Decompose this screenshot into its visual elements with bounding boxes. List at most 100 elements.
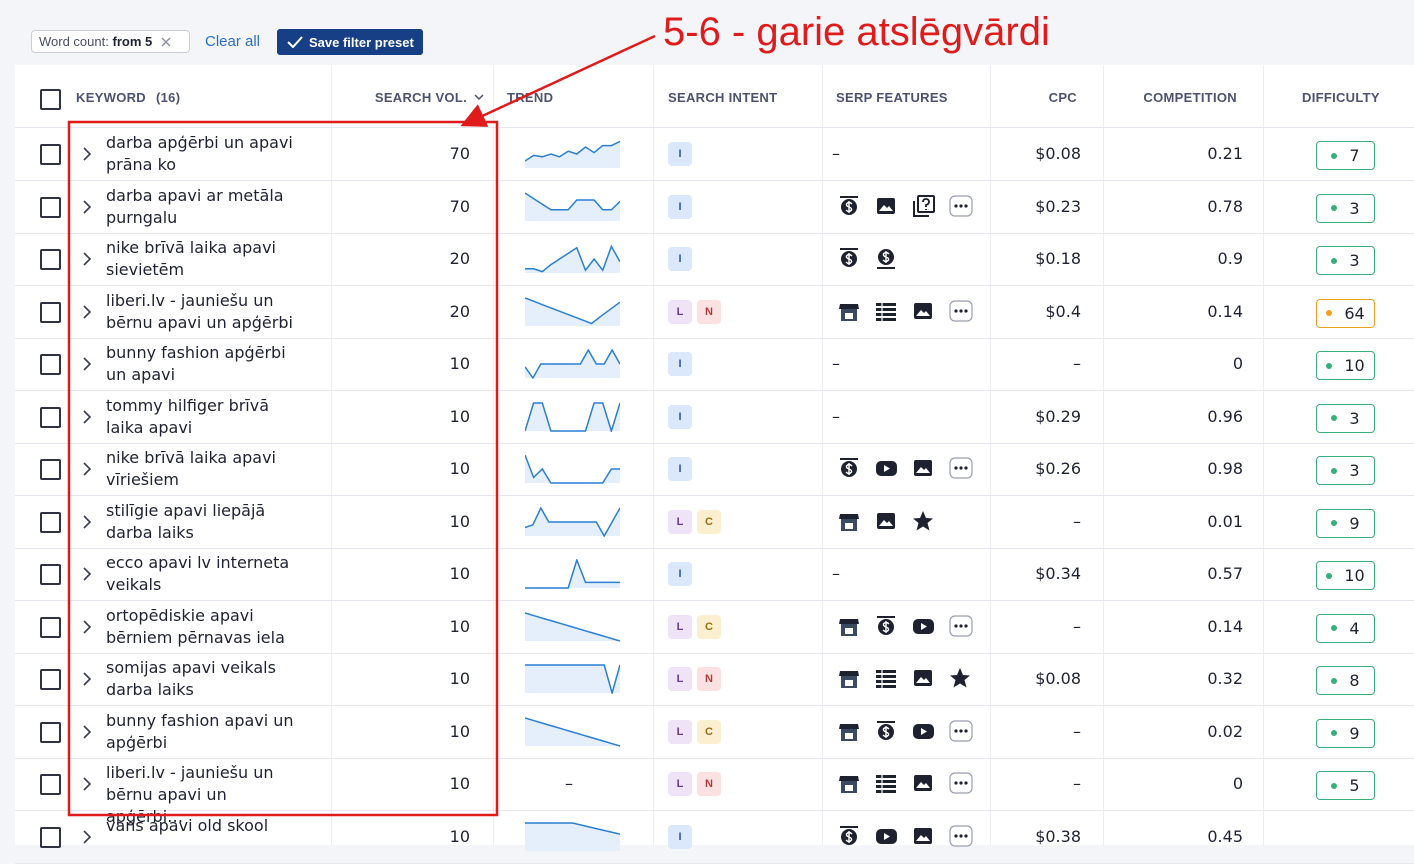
expand-icon[interactable] bbox=[81, 461, 93, 477]
difficulty-dot bbox=[1326, 362, 1333, 369]
difficulty-value: 9 bbox=[1349, 513, 1360, 533]
difficulty-badge: 9 bbox=[1316, 718, 1375, 748]
row-checkbox[interactable] bbox=[40, 564, 61, 585]
trend-chart bbox=[525, 296, 620, 326]
chip-close[interactable] bbox=[160, 36, 172, 48]
serp-feature-icon[interactable] bbox=[949, 194, 973, 218]
difficulty-badge: 10 bbox=[1316, 351, 1375, 380]
header-cpc: CPC bbox=[1048, 90, 1077, 105]
serp-feature-icon[interactable] bbox=[949, 299, 973, 323]
keyword[interactable]: darba apavi ar metāla purngalu bbox=[106, 185, 284, 227]
row-checkbox[interactable] bbox=[40, 196, 61, 218]
row-checkbox[interactable] bbox=[40, 616, 61, 638]
expand-icon[interactable] bbox=[81, 724, 93, 740]
serp-feature-icon[interactable] bbox=[949, 614, 973, 638]
cpc: – bbox=[1073, 354, 1081, 373]
search-volume: 20 bbox=[449, 301, 470, 321]
competition: 0.78 bbox=[1207, 196, 1243, 216]
difficulty-badge: 7 bbox=[1316, 141, 1375, 170]
row-divider bbox=[15, 705, 1414, 706]
row-checkbox[interactable] bbox=[40, 669, 61, 690]
chevron bbox=[83, 777, 92, 791]
select-all-checkbox[interactable] bbox=[40, 89, 61, 110]
expand-icon[interactable] bbox=[81, 671, 93, 687]
serp-feature-icon bbox=[876, 302, 896, 321]
serp-feature-icon bbox=[913, 510, 933, 530]
icon-part bbox=[845, 463, 853, 475]
difficulty-value: 10 bbox=[1344, 356, 1365, 375]
row-checkbox[interactable] bbox=[40, 301, 61, 323]
difficulty-badge: 3 bbox=[1316, 403, 1375, 433]
expand-icon[interactable] bbox=[81, 566, 93, 582]
icon-part bbox=[839, 723, 859, 729]
icon-part bbox=[876, 670, 896, 673]
row-checkbox[interactable] bbox=[40, 774, 61, 795]
difficulty-value: 3 bbox=[1349, 198, 1360, 218]
keyword[interactable]: somijas apavi veikals darba laiks bbox=[106, 658, 276, 699]
keyword[interactable]: nike brīvā laika apavi vīriešiem bbox=[106, 448, 276, 489]
expand-icon[interactable] bbox=[81, 619, 93, 635]
icon-part bbox=[876, 780, 896, 783]
chevron bbox=[83, 199, 92, 214]
keyword[interactable]: liberi.lv - jauniešu un bērnu apavi un a… bbox=[106, 763, 274, 826]
icon-part bbox=[845, 627, 853, 634]
expand-icon[interactable] bbox=[81, 409, 93, 425]
sort-icon[interactable] bbox=[474, 93, 484, 101]
trend-area bbox=[525, 665, 620, 693]
expand-icon[interactable] bbox=[81, 251, 93, 267]
row-checkbox[interactable] bbox=[40, 511, 61, 533]
column-divider bbox=[990, 65, 991, 845]
expand-icon[interactable] bbox=[81, 776, 93, 792]
serp-feature-icon[interactable] bbox=[949, 719, 973, 743]
row-checkbox[interactable] bbox=[40, 721, 61, 743]
keyword[interactable]: bunny fashion apavi un apģērbi bbox=[106, 710, 294, 752]
serp-feature-icon[interactable] bbox=[949, 457, 973, 480]
expand-icon[interactable] bbox=[81, 199, 93, 215]
serp-feature-icon[interactable] bbox=[949, 772, 973, 795]
trend-chart bbox=[525, 140, 620, 168]
keyword[interactable]: stilīgie apavi liepājā darba laiks bbox=[106, 500, 266, 542]
serp-empty: – bbox=[832, 406, 840, 426]
intent-badge: L bbox=[668, 509, 692, 534]
icon-part bbox=[954, 728, 958, 733]
filter-chip[interactable]: Word count: from 5 bbox=[31, 30, 190, 53]
keyword[interactable]: ortopēdiskie apavi bērniem pērnavas iela bbox=[106, 605, 285, 647]
row-checkbox[interactable] bbox=[40, 249, 61, 270]
expand-icon[interactable] bbox=[81, 356, 93, 372]
expand-icon[interactable] bbox=[81, 146, 93, 162]
keyword[interactable]: liberi.lv - jauniešu un bērnu apavi un a… bbox=[106, 290, 293, 332]
difficulty-value: 9 bbox=[1349, 723, 1360, 743]
row-checkbox[interactable] bbox=[40, 144, 61, 165]
header-volume[interactable]: SEARCH VOL. bbox=[374, 90, 467, 105]
expand-icon[interactable] bbox=[81, 514, 93, 530]
save-preset-button[interactable]: Save filter preset bbox=[277, 29, 423, 55]
keyword[interactable]: darba apģērbi un apavi prāna ko bbox=[106, 133, 293, 174]
search-volume: 10 bbox=[449, 406, 470, 426]
competition: 0.96 bbox=[1207, 406, 1243, 426]
chevron bbox=[83, 567, 92, 581]
icon-part bbox=[916, 309, 930, 316]
difficulty-badge: 3 bbox=[1316, 193, 1375, 223]
row-checkbox[interactable] bbox=[40, 406, 61, 428]
keyword[interactable]: vans apavi old skool bbox=[106, 815, 269, 835]
icon-part bbox=[964, 623, 968, 628]
clear-all[interactable]: Clear all bbox=[205, 33, 261, 50]
icon-part bbox=[839, 671, 859, 676]
icon-part bbox=[964, 203, 968, 208]
icon-part bbox=[884, 465, 890, 472]
row-checkbox[interactable] bbox=[40, 354, 61, 375]
serp-feature-icon bbox=[839, 513, 859, 531]
serp-feature-icon bbox=[913, 618, 934, 634]
keyword[interactable]: nike brīvā laika apavi sievietēm bbox=[106, 238, 276, 279]
row-divider bbox=[15, 862, 1414, 864]
expand-icon[interactable] bbox=[81, 304, 93, 320]
keyword[interactable]: ecco apavi lv interneta veikals bbox=[106, 553, 290, 594]
serp-feature-icon bbox=[877, 197, 895, 214]
annotation-box bbox=[67, 120, 499, 817]
row-checkbox[interactable] bbox=[40, 459, 61, 480]
keyword[interactable]: bunny fashion apģērbi un apavi bbox=[106, 343, 286, 384]
keyword[interactable]: tommy hilfiger brīvā laika apavi bbox=[106, 395, 270, 437]
intent-badge: I bbox=[668, 404, 692, 429]
icon-part bbox=[876, 312, 896, 316]
serp-feature-icon bbox=[877, 615, 895, 635]
